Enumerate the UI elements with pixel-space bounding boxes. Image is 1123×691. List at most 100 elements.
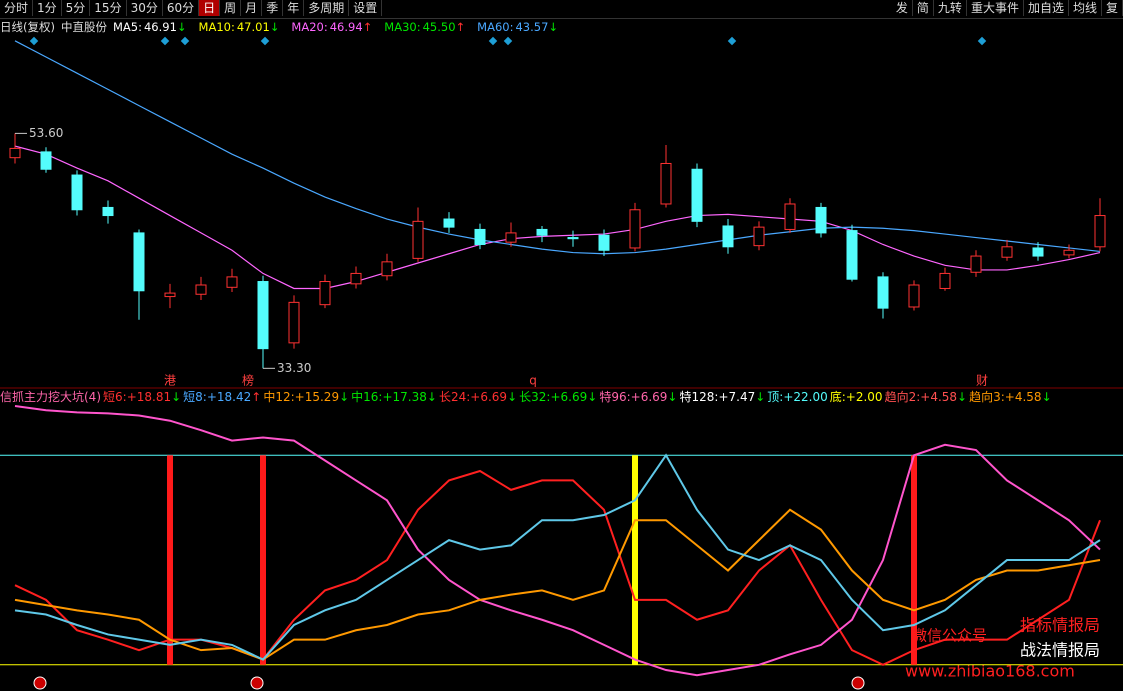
watermark: 微信公众号 [912,627,987,645]
candle-body [815,206,827,234]
ma-arrow: ↓ [548,20,559,34]
legend-value: +2.00 [846,390,883,404]
signal-icon[interactable] [851,676,865,690]
toolbar-button[interactable]: 周 [220,0,242,16]
watermark: www.zhibiao168.com [905,662,1075,681]
toolbar-button[interactable]: 15分 [90,0,127,16]
legend-value: +6.69 [470,390,507,404]
toolbar-button[interactable]: 月 [241,0,263,16]
legend-value: +18.42 [207,390,251,404]
indicator-title: 信抓主力挖大坑(4) [0,389,101,404]
legend-arrow: ↓ [171,390,181,404]
annotation: 财 [976,374,988,388]
candle-body [505,232,517,243]
toolbar-button[interactable]: 日 [199,0,221,16]
toolbar-button[interactable]: 发 [891,0,913,16]
signal-bar [632,455,638,665]
candle-body [970,255,982,273]
legend-name: 趋向2: [885,389,921,404]
indicator-legend: 信抓主力挖大坑(4) 短6:+18.81↓ 短8:+18.42↑ 中12:+15.29… [0,389,1052,404]
toolbar-button[interactable]: 年 [283,0,305,16]
event-marker[interactable] [727,36,737,46]
ma-name: MA20: [291,20,328,34]
ma-item: MA30: 45.50↑ [384,20,471,34]
indicator-line [14,405,1101,677]
legend-value: +7.47 [718,390,755,404]
candle-body [9,147,21,159]
toolbar-button[interactable]: 季 [262,0,284,16]
toolbar-button[interactable]: 加自选 [1023,0,1069,16]
signal-icon[interactable] [33,676,47,690]
legend-name: 特128: [679,389,718,404]
candle-body [350,272,362,285]
toolbar-button[interactable]: 均线 [1068,0,1102,16]
candle-body [195,284,207,295]
toolbar-button[interactable]: 多周期 [304,0,350,16]
indicator-line [14,453,1101,661]
toolbar-button[interactable]: 1分 [33,0,62,16]
legend-name: 短6: [103,390,127,404]
signal-icon[interactable] [250,676,264,690]
event-marker[interactable] [260,36,270,46]
legend-name: 长32: [519,390,550,404]
legend-arrow: ↓ [427,390,437,404]
legend-value: +17.38 [382,390,426,404]
candle-body [939,272,951,289]
event-marker[interactable] [160,36,170,46]
toolbar-button[interactable]: 重大事件 [966,0,1024,16]
toolbar-button[interactable]: 复 [1101,0,1123,16]
legend-arrow: ↓ [667,390,677,404]
event-marker[interactable] [488,36,498,46]
legend-arrow: ↓ [957,390,967,404]
candle-body [877,276,889,309]
candle-body [784,203,796,230]
toolbar-button[interactable]: 九转 [933,0,967,16]
legend-arrow: ↓ [1042,390,1052,404]
toolbar-button[interactable]: 60分 [162,0,200,16]
signal-icons [33,676,865,690]
event-marker[interactable] [29,36,39,46]
toolbar-button[interactable]: 5分 [61,0,91,16]
ma-name: MA10: [198,20,235,34]
candle-body [226,276,238,288]
candle-body [133,232,145,292]
annotation: 榜 [242,373,254,388]
ma-item: MA60: 43.57↓ [477,20,564,34]
ma-value: 46.94 [329,20,363,34]
candle-body [753,226,765,247]
candle-body [536,228,548,236]
candle-body [164,292,176,298]
candle-body [660,162,672,205]
event-marker[interactable] [977,36,987,46]
candle-body [71,174,83,211]
legend-value: +6.69 [550,390,587,404]
ma-value: 47.01 [236,20,270,34]
markers [29,36,987,46]
toolbar-button[interactable]: 30分 [126,0,163,16]
ma-item: MA5: 46.91↓ [113,20,193,34]
toolbar-left: 分时 1分 5分 15分 30分 60分日周月季年多周期 设置 [0,0,383,18]
legend-value: +22.00 [783,390,827,404]
event-marker[interactable] [503,36,513,46]
candle-body [1094,215,1106,248]
stock-name: 中直股份 [60,20,107,34]
ma-arrow: ↓ [176,20,187,34]
toolbar-button[interactable]: 简 [912,0,934,16]
toolbar-button[interactable]: 设置 [349,0,383,16]
annotation: q [529,374,537,388]
legend-value: +4.58 [920,390,957,404]
toolbar-button[interactable]: 分时 [0,0,34,16]
legend-name: 长24: [439,390,470,404]
candle-body [629,209,641,249]
watermark: 指标情报局 [1020,616,1100,635]
candle-body [1032,247,1044,257]
event-marker[interactable] [180,36,190,46]
legend-name: 底: [830,389,846,404]
legend-arrow: ↓ [587,390,597,404]
period: 日线(复权) [0,20,55,34]
legend-value: +18.81 [127,390,171,404]
signal-bar [260,455,266,665]
candle-body [567,237,579,240]
candle-body [319,281,331,306]
